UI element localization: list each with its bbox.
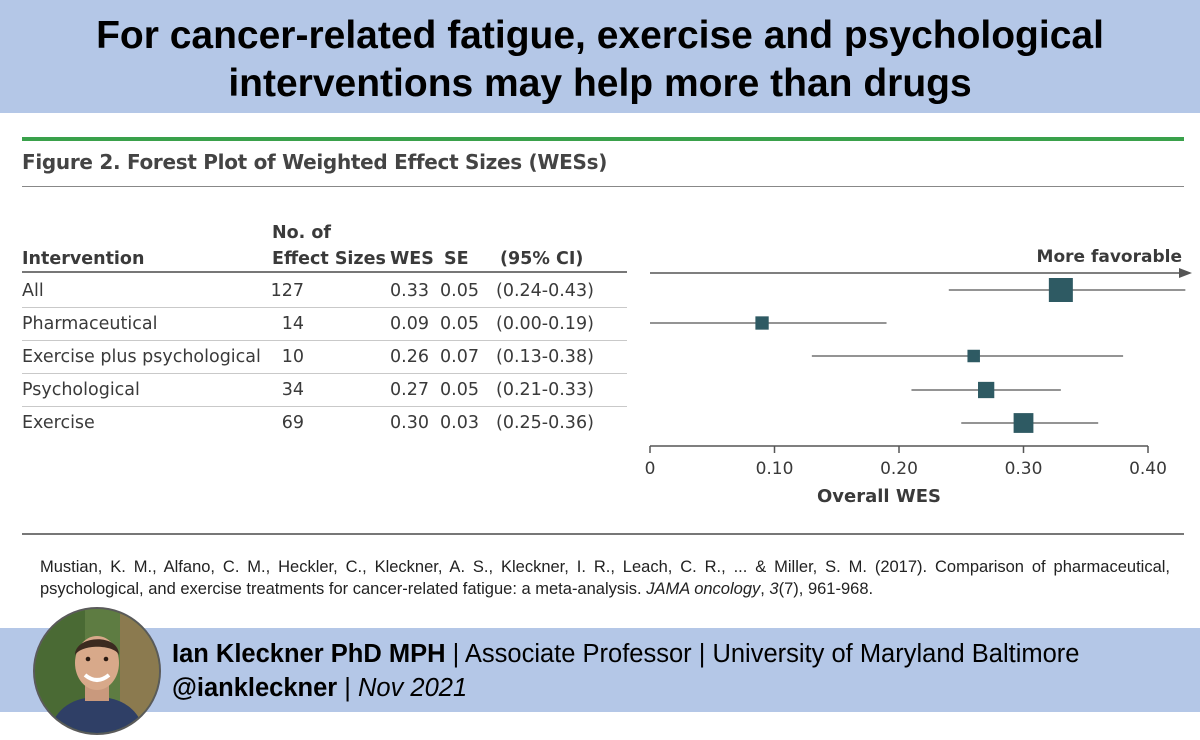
row-n: 14 xyxy=(281,314,304,334)
citation: Mustian, K. M., Alfano, C. M., Heckler, … xyxy=(40,556,1170,600)
citation-journal: JAMA oncology xyxy=(646,580,761,598)
row-ci: (0.13-0.38) xyxy=(496,347,594,367)
header-se: SE xyxy=(444,249,469,269)
table-header-rule xyxy=(22,271,627,273)
row-divider xyxy=(22,340,627,341)
row-wes: 0.33 xyxy=(390,281,429,301)
row-n: 69 xyxy=(281,413,304,433)
citation-text: Mustian, K. M., Alfano, C. M., Heckler, … xyxy=(40,558,1170,598)
row-se: 0.07 xyxy=(440,347,479,367)
row-wes: 0.26 xyxy=(390,347,429,367)
row-ci: (0.24-0.43) xyxy=(496,281,594,301)
x-tick-label: 0.10 xyxy=(756,459,794,479)
estimate-marker xyxy=(978,381,995,399)
x-tick-label: 0 xyxy=(645,459,656,479)
title-line-1: For cancer-related fatigue, exercise and… xyxy=(96,14,1104,57)
row-divider xyxy=(22,373,627,374)
direction-label: More favorable xyxy=(1037,247,1182,267)
citation-volume: 3 xyxy=(769,580,779,598)
estimate-marker xyxy=(967,349,980,363)
row-ci: (0.21-0.33) xyxy=(496,380,594,400)
citation-sep: , xyxy=(760,580,770,598)
row-n: 34 xyxy=(281,380,304,400)
row-ci: (0.00-0.19) xyxy=(496,314,594,334)
author-line-2: @iankleckner | Nov 2021 xyxy=(172,674,467,703)
row-intervention: Pharmaceutical xyxy=(22,314,158,334)
row-n: 10 xyxy=(281,347,304,367)
header-intervention: Intervention xyxy=(22,249,145,269)
figure-title-rule xyxy=(22,186,1184,187)
author-details: | Associate Professor | University of Ma… xyxy=(445,640,1080,668)
row-wes: 0.09 xyxy=(390,314,429,334)
header-wes: WES xyxy=(390,249,434,269)
author-sep: | xyxy=(337,674,358,702)
x-tick-label: 0.40 xyxy=(1129,459,1167,479)
figure-title: Figure 2. Forest Plot of Weighted Effect… xyxy=(22,150,608,174)
row-se: 0.05 xyxy=(440,281,479,301)
author-name: Ian Kleckner PhD MPH xyxy=(172,640,446,668)
row-wes: 0.27 xyxy=(390,380,429,400)
row-se: 0.05 xyxy=(440,314,479,334)
row-divider xyxy=(22,307,627,308)
author-line-1: Ian Kleckner PhD MPH | Associate Profess… xyxy=(172,640,1079,669)
x-tick-label: 0.20 xyxy=(880,459,918,479)
row-divider xyxy=(22,406,627,407)
row-se: 0.03 xyxy=(440,413,479,433)
author-banner: Ian Kleckner PhD MPH | Associate Profess… xyxy=(0,628,1200,712)
estimate-marker xyxy=(1013,413,1034,433)
author-date: Nov 2021 xyxy=(358,674,468,702)
avatar xyxy=(33,607,161,735)
row-se: 0.05 xyxy=(440,380,479,400)
title-banner: For cancer-related fatigue, exercise and… xyxy=(0,0,1200,113)
row-intervention: Exercise plus psychological xyxy=(22,347,261,367)
row-intervention: All xyxy=(22,281,44,301)
x-axis-label: Overall WES xyxy=(817,486,941,507)
person-photo-icon xyxy=(35,609,159,733)
figure-top-rule xyxy=(22,137,1184,141)
forest-plot: More favorable 0 0.10 0.20 0.30 0.40 Overall W… xyxy=(645,247,1192,507)
header-n-line1: No. of xyxy=(272,223,332,243)
arrow-head-icon xyxy=(1179,268,1192,278)
title-line-2: interventions may help more than drugs xyxy=(228,62,972,105)
citation-pages: (7), 961-968. xyxy=(778,580,874,598)
header-ci: (95% CI) xyxy=(500,249,584,269)
row-intervention: Psychological xyxy=(22,380,140,400)
x-tick-label: 0.30 xyxy=(1005,459,1043,479)
header-n-line2: Effect Sizes xyxy=(272,249,386,269)
estimate-marker xyxy=(755,316,769,330)
figure-bottom-rule xyxy=(22,533,1184,535)
author-handle: @iankleckner xyxy=(172,674,338,702)
row-n: 127 xyxy=(270,281,304,301)
row-intervention: Exercise xyxy=(22,413,95,433)
row-wes: 0.30 xyxy=(390,413,429,433)
estimate-marker xyxy=(1048,278,1073,302)
row-ci: (0.25-0.36) xyxy=(496,413,594,433)
